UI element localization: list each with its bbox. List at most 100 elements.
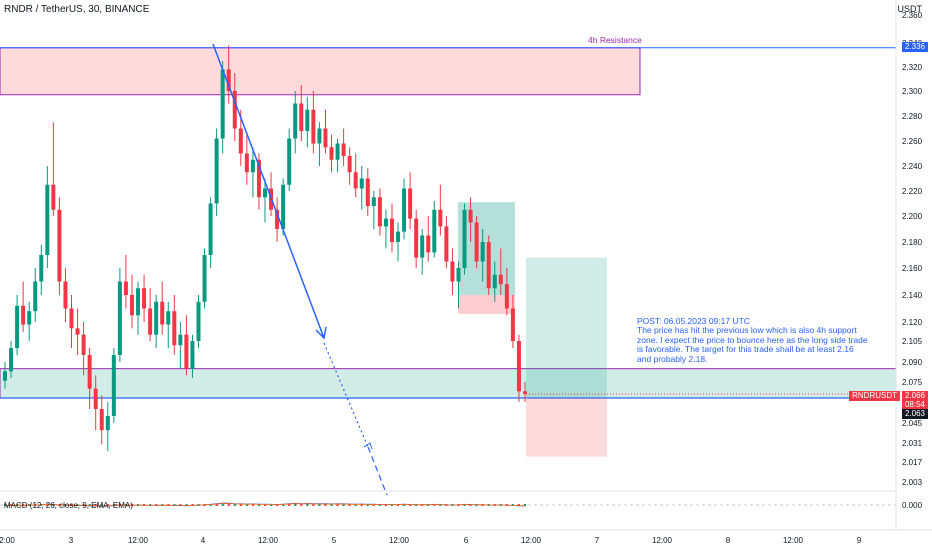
candle	[498, 248, 503, 295]
candle	[492, 261, 497, 302]
macd-histogram-bar	[52, 504, 55, 506]
candle	[9, 341, 14, 378]
candle-body	[450, 261, 455, 282]
candle-body	[432, 209, 437, 253]
candle-body	[33, 281, 38, 312]
candle	[33, 268, 38, 322]
macd-histogram-bar	[221, 504, 224, 506]
candle	[420, 229, 425, 275]
candle	[359, 166, 364, 210]
y-tick-label: 2.105	[902, 337, 923, 346]
macd-histogram-bar	[282, 504, 285, 506]
candle	[311, 91, 316, 154]
candle-body	[160, 301, 165, 325]
candle	[244, 134, 249, 185]
candle-body	[39, 255, 44, 282]
candle-body	[438, 209, 443, 227]
y-tick-label: 2.260	[902, 137, 923, 146]
candle	[57, 197, 62, 295]
long-stop-area	[526, 398, 607, 457]
candle	[287, 128, 292, 191]
candle-body	[45, 184, 50, 255]
candle	[516, 334, 521, 402]
candle	[111, 348, 116, 423]
candle	[75, 308, 80, 355]
candle-body	[148, 308, 153, 335]
y-tick-label: 2.280	[902, 112, 923, 121]
macd-histogram-bar	[264, 504, 266, 506]
candle	[347, 147, 352, 185]
macd-histogram-bar	[342, 504, 345, 506]
macd-histogram-bar	[324, 504, 327, 506]
y-tick-label: 2.140	[902, 291, 923, 300]
candle-body	[323, 128, 328, 148]
candle-body	[347, 156, 352, 173]
macd-histogram-bar	[112, 504, 115, 506]
candle	[178, 322, 183, 369]
macd-histogram-bar	[82, 504, 85, 506]
macd-histogram-bar	[94, 504, 97, 506]
candle-body	[480, 242, 485, 262]
candle-body	[129, 295, 134, 316]
y-tick-label: 2.200	[902, 212, 923, 221]
prior-position-stop	[458, 295, 515, 314]
candle-body	[281, 184, 286, 229]
y-tick-label: 2.003	[902, 478, 923, 487]
candle	[172, 295, 177, 355]
candle	[293, 91, 298, 154]
x-tick-label: 4	[201, 536, 206, 545]
x-tick-label: 9	[857, 536, 862, 545]
macd-histogram-bar	[511, 504, 514, 506]
candle-body	[408, 188, 413, 219]
candle	[148, 288, 153, 341]
macd-histogram-bar	[106, 504, 109, 506]
candle	[256, 153, 261, 210]
candle-body	[516, 341, 521, 392]
macd-histogram-bar	[330, 504, 333, 506]
candle-body	[238, 128, 243, 154]
candle-body	[232, 91, 237, 129]
candle	[214, 128, 219, 216]
candle-body	[263, 188, 267, 198]
macd-histogram-bar	[463, 504, 466, 506]
x-tick-label: 12:00	[652, 536, 673, 545]
candle	[45, 166, 50, 268]
candle	[63, 268, 68, 322]
candle	[365, 168, 370, 216]
candle-body	[21, 305, 26, 325]
candle	[383, 209, 388, 249]
candle	[408, 172, 413, 229]
projection-marker	[363, 442, 373, 450]
candle	[377, 188, 382, 236]
x-tick-label: 12:00	[783, 536, 804, 545]
macd-histogram-bar	[209, 504, 212, 506]
macd-histogram-bar	[227, 504, 230, 506]
macd-histogram-bar	[276, 504, 279, 506]
candle	[432, 201, 437, 258]
y-tick-label: 2.045	[902, 419, 923, 428]
candle-body	[244, 153, 249, 173]
trend-arrow-head	[315, 326, 327, 340]
macd-histogram-bar	[403, 504, 406, 506]
signal-line	[4, 503, 526, 507]
candle-body	[275, 209, 280, 229]
candle	[208, 197, 213, 268]
candle-body	[3, 371, 7, 381]
candle	[136, 281, 141, 335]
macd-histogram-bar	[312, 504, 315, 506]
candle	[15, 295, 20, 355]
candle-body	[111, 355, 116, 416]
candle-body	[444, 226, 449, 262]
candle-body	[468, 209, 473, 223]
candle	[480, 229, 485, 282]
candle	[117, 268, 122, 362]
candle	[123, 255, 128, 309]
candle-body	[154, 301, 159, 335]
macd-label: MACD (12, 26, close, 9, EMA, EMA)	[4, 501, 133, 510]
candle-body	[293, 103, 298, 139]
countdown-badge: 08:54	[901, 400, 928, 410]
candle-body	[250, 159, 255, 173]
macd-histogram-bar	[372, 504, 375, 506]
candle	[414, 209, 419, 268]
